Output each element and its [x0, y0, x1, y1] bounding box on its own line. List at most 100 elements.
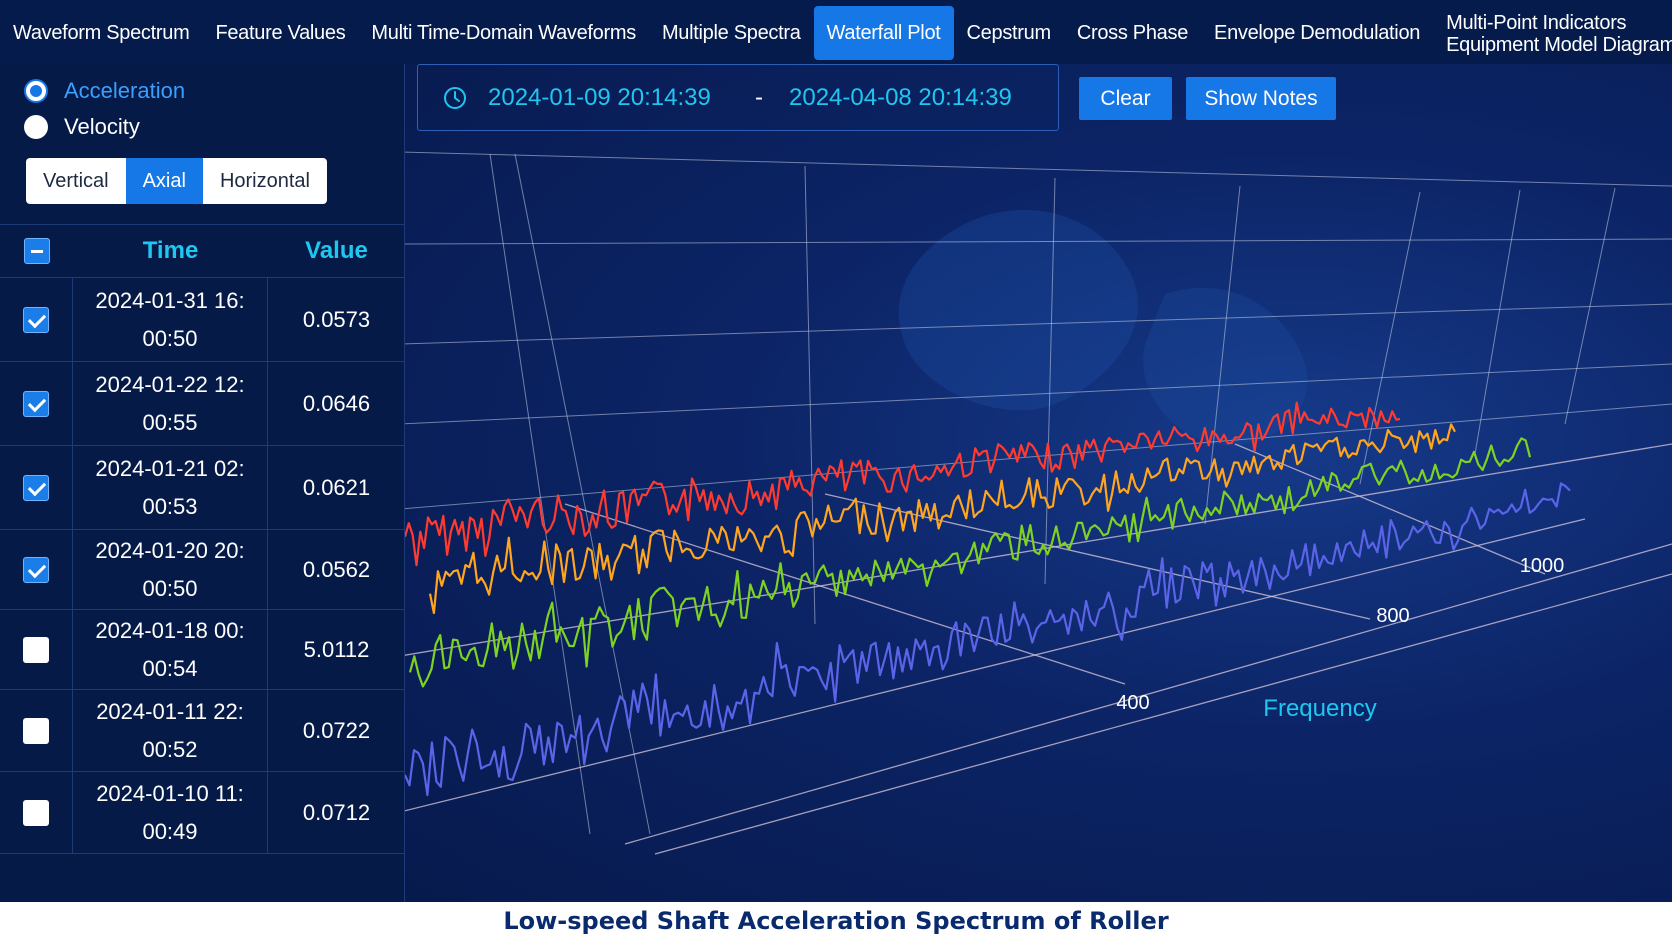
row-checkbox[interactable] [23, 799, 49, 826]
floor-grid-line [654, 573, 1672, 855]
row-time-line1: 2024-01-21 02: [95, 455, 245, 481]
background-map-shape [1143, 287, 1308, 446]
row-time-line1: 2024-01-31 16: [95, 287, 245, 313]
grid-line [489, 153, 591, 835]
row-checkbox[interactable] [23, 390, 49, 417]
show-notes-button[interactable]: Show Notes [1186, 77, 1336, 120]
row-time: 2024-01-18 00: 00:54 [73, 610, 268, 689]
table-row[interactable]: 2024-01-21 02: 00:53 0.0621 [0, 446, 405, 530]
row-time: 2024-01-22 12: 00:55 [73, 362, 268, 445]
row-value: 0.0573 [302, 306, 371, 332]
table-row[interactable]: 2024-01-22 12: 00:55 0.0646 [0, 362, 405, 446]
sample-table: Time Value 2024-01-31 16: 00:50 0.0573 2024… [0, 224, 405, 854]
background-map-shape [898, 209, 1139, 411]
direction-horizontal-button[interactable]: Horizontal [202, 158, 327, 204]
row-time-line1: 2024-01-11 22: [96, 698, 244, 724]
top-nav: Waveform Spectrum Feature Values Multi T… [0, 0, 1672, 64]
row-checkbox[interactable] [23, 474, 49, 501]
row-value: 0.0712 [302, 799, 371, 825]
grid-line [405, 363, 1672, 425]
tab-feature-values[interactable]: Feature Values [215, 21, 346, 44]
grid-line [405, 403, 1672, 510]
grid-line [804, 165, 816, 625]
row-value: 0.0562 [302, 556, 371, 582]
grid-line [405, 151, 1672, 187]
radio-velocity[interactable]: Velocity [24, 114, 140, 140]
radio-velocity-label: Velocity [64, 114, 140, 139]
row-checkbox[interactable] [23, 717, 49, 744]
table-row[interactable]: 2024-01-20 20: 00:50 0.0562 [0, 530, 405, 610]
direction-vertical-button[interactable]: Vertical [26, 158, 126, 204]
row-time-line2: 00:55 [142, 409, 198, 435]
table-header: Time Value [0, 224, 405, 278]
grid-line [1474, 189, 1521, 455]
row-value: 5.0112 [303, 636, 370, 662]
row-value: 0.0646 [302, 390, 371, 416]
row-checkbox-cell [0, 690, 73, 771]
tab-equipment-model-diagram-label: Equipment Model Diagram [1446, 34, 1672, 56]
tab-cepstrum[interactable]: Cepstrum [966, 21, 1052, 44]
floor-grid-line [405, 518, 1586, 812]
row-checkbox-cell [0, 278, 73, 361]
tab-multi-point-indicators[interactable]: Multi-Point Indicators Equipment Model D… [1433, 6, 1672, 60]
left-panel: Acceleration Velocity Vertical Axial Hor… [0, 64, 405, 902]
grid-line [1044, 177, 1056, 585]
radio-acceleration-indicator[interactable] [24, 79, 48, 103]
row-time-line2: 00:50 [142, 325, 198, 351]
table-row[interactable]: 2024-01-11 22: 00:52 0.0722 [0, 690, 405, 772]
tab-multi-point-indicators-label: Multi-Point Indicators [1446, 12, 1627, 34]
row-checkbox-cell [0, 446, 73, 529]
grid-line [405, 303, 1672, 345]
spectrum-series-line [405, 401, 1401, 567]
start-date[interactable]: 2024-01-09 20:14:39 [488, 84, 711, 111]
tab-multi-time-domain-waveforms[interactable]: Multi Time-Domain Waveforms [371, 21, 636, 44]
tab-cross-phase[interactable]: Cross Phase [1076, 21, 1189, 44]
row-checkbox-cell [0, 362, 73, 445]
row-time-line1: 2024-01-10 11: [96, 780, 244, 806]
row-checkbox-cell [0, 772, 73, 853]
spectrum-series-line [408, 437, 1532, 688]
radio-velocity-indicator[interactable] [24, 115, 48, 139]
row-time-line2: 00:50 [142, 575, 198, 601]
grid-line [514, 153, 651, 835]
row-checkbox-cell [0, 530, 73, 609]
row-time: 2024-01-31 16: 00:50 [73, 278, 268, 361]
table-row[interactable]: 2024-01-10 11: 00:49 0.0712 [0, 772, 405, 854]
row-time: 2024-01-11 22: 00:52 [73, 690, 268, 771]
frequency-tick-label: 1000 [1520, 555, 1565, 577]
end-date[interactable]: 2024-04-08 20:14:39 [789, 84, 1012, 111]
floor-grid-line [624, 543, 1672, 845]
select-all-cell [0, 238, 73, 264]
row-checkbox[interactable] [23, 556, 49, 583]
clock-icon [444, 87, 466, 109]
figure-caption: Low-speed Shaft Acceleration Spectrum of… [0, 902, 1672, 941]
row-time-line1: 2024-01-18 00: [95, 617, 245, 643]
frequency-tick-label: 400 [1116, 692, 1149, 714]
table-row[interactable]: 2024-01-18 00: 00:54 5.0112 [0, 610, 405, 690]
time-column-header: Time [142, 237, 199, 264]
tab-envelope-demodulation[interactable]: Envelope Demodulation [1214, 21, 1421, 44]
date-separator: - [755, 84, 763, 111]
grid-line [1564, 187, 1616, 425]
direction-axial-button[interactable]: Axial [125, 158, 203, 204]
tab-waterfall-plot[interactable]: Waterfall Plot [813, 6, 954, 60]
direction-segmented-control: Vertical Axial Horizontal [26, 158, 327, 204]
select-all-checkbox[interactable] [23, 238, 50, 264]
table-body: 2024-01-31 16: 00:50 0.0573 2024-01-22 12: 0… [0, 278, 405, 854]
row-time: 2024-01-20 20: 00:50 [73, 530, 268, 609]
tab-waveform-spectrum[interactable]: Waveform Spectrum [13, 21, 190, 44]
waterfall-chart: 400 800 1000 Frequency [405, 151, 1672, 855]
row-value: 0.0722 [302, 717, 371, 743]
row-time-line2: 00:52 [142, 736, 198, 762]
date-range-picker[interactable]: 2024-01-09 20:14:39 - 2024-04-08 20:14:3… [417, 64, 1059, 131]
clear-button[interactable]: Clear [1079, 77, 1172, 120]
frequency-tick-label: 800 [1376, 605, 1409, 627]
table-row[interactable]: 2024-01-31 16: 00:50 0.0573 [0, 278, 405, 362]
row-checkbox[interactable] [23, 636, 49, 663]
row-time: 2024-01-21 02: 00:53 [73, 446, 268, 529]
tab-multiple-spectra[interactable]: Multiple Spectra [661, 21, 801, 44]
row-checkbox[interactable] [23, 306, 49, 333]
radio-acceleration[interactable]: Acceleration [24, 78, 185, 104]
spectrum-series-line [428, 423, 1456, 615]
row-time-line2: 00:54 [142, 655, 198, 681]
